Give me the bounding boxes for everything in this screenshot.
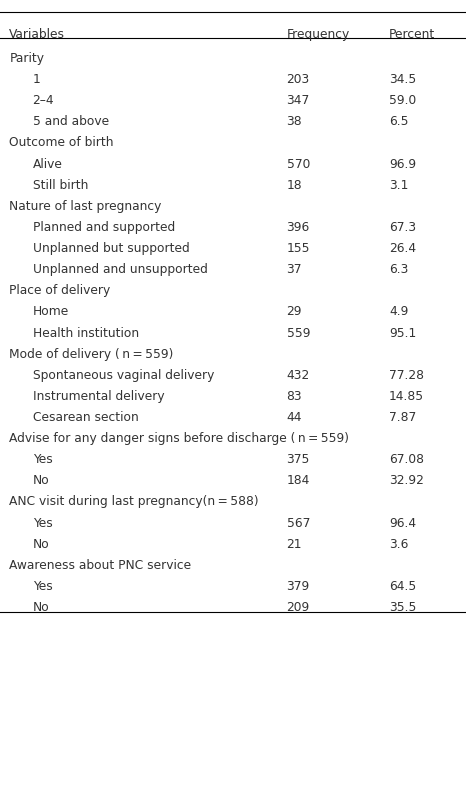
Text: 379: 379 xyxy=(287,580,310,593)
Text: 5 and above: 5 and above xyxy=(33,115,109,128)
Text: Advise for any danger signs before discharge ( n = 559): Advise for any danger signs before disch… xyxy=(9,432,350,445)
Text: 6.3: 6.3 xyxy=(389,263,409,276)
Text: 559: 559 xyxy=(287,326,310,340)
Text: Yes: Yes xyxy=(33,453,52,466)
Text: 18: 18 xyxy=(287,179,302,191)
Text: Planned and supported: Planned and supported xyxy=(33,221,175,234)
Text: Instrumental delivery: Instrumental delivery xyxy=(33,390,164,403)
Text: 209: 209 xyxy=(287,601,310,614)
Text: Outcome of birth: Outcome of birth xyxy=(9,136,114,150)
Text: No: No xyxy=(33,601,49,614)
Text: 3.6: 3.6 xyxy=(389,537,409,551)
Text: No: No xyxy=(33,474,49,487)
Text: 6.5: 6.5 xyxy=(389,115,409,128)
Text: Awareness about PNC service: Awareness about PNC service xyxy=(9,559,192,572)
Text: 44: 44 xyxy=(287,411,302,424)
Text: 67.08: 67.08 xyxy=(389,453,424,466)
Text: Mode of delivery ( n = 559): Mode of delivery ( n = 559) xyxy=(9,348,174,361)
Text: No: No xyxy=(33,537,49,551)
Text: 432: 432 xyxy=(287,369,310,381)
Text: 38: 38 xyxy=(287,115,302,128)
Text: Health institution: Health institution xyxy=(33,326,139,340)
Text: 3.1: 3.1 xyxy=(389,179,409,191)
Text: Alive: Alive xyxy=(33,158,62,170)
Text: 32.92: 32.92 xyxy=(389,474,424,487)
Text: 67.3: 67.3 xyxy=(389,221,416,234)
Text: Variables: Variables xyxy=(9,28,65,40)
Text: Frequency: Frequency xyxy=(287,28,350,40)
Text: 34.5: 34.5 xyxy=(389,73,416,86)
Text: Percent: Percent xyxy=(389,28,435,40)
Text: 64.5: 64.5 xyxy=(389,580,416,593)
Text: 14.85: 14.85 xyxy=(389,390,424,403)
Text: Unplanned and unsupported: Unplanned and unsupported xyxy=(33,263,207,276)
Text: 37: 37 xyxy=(287,263,302,276)
Text: 96.9: 96.9 xyxy=(389,158,416,170)
Text: Still birth: Still birth xyxy=(33,179,88,191)
Text: 7.87: 7.87 xyxy=(389,411,416,424)
Text: 21: 21 xyxy=(287,537,302,551)
Text: Nature of last pregnancy: Nature of last pregnancy xyxy=(9,200,162,213)
Text: 567: 567 xyxy=(287,517,310,530)
Text: Cesarean section: Cesarean section xyxy=(33,411,138,424)
Text: 347: 347 xyxy=(287,95,310,107)
Text: Unplanned but supported: Unplanned but supported xyxy=(33,242,189,255)
Text: Yes: Yes xyxy=(33,517,52,530)
Text: ANC visit during last pregnancy(n = 588): ANC visit during last pregnancy(n = 588) xyxy=(9,496,259,508)
Text: Yes: Yes xyxy=(33,580,52,593)
Text: Parity: Parity xyxy=(9,52,44,65)
Text: 570: 570 xyxy=(287,158,310,170)
Text: 396: 396 xyxy=(287,221,310,234)
Text: 29: 29 xyxy=(287,306,302,318)
Text: Place of delivery: Place of delivery xyxy=(9,284,110,297)
Text: Spontaneous vaginal delivery: Spontaneous vaginal delivery xyxy=(33,369,214,381)
Text: 155: 155 xyxy=(287,242,310,255)
Text: 4.9: 4.9 xyxy=(389,306,409,318)
Text: 83: 83 xyxy=(287,390,302,403)
Text: 77.28: 77.28 xyxy=(389,369,424,381)
Text: 203: 203 xyxy=(287,73,310,86)
Text: 95.1: 95.1 xyxy=(389,326,416,340)
Text: 59.0: 59.0 xyxy=(389,95,416,107)
Text: 1: 1 xyxy=(33,73,41,86)
Text: 26.4: 26.4 xyxy=(389,242,416,255)
Text: 2–4: 2–4 xyxy=(33,95,54,107)
Text: 35.5: 35.5 xyxy=(389,601,417,614)
Text: 184: 184 xyxy=(287,474,310,487)
Text: Home: Home xyxy=(33,306,69,318)
Text: 96.4: 96.4 xyxy=(389,517,416,530)
Text: 375: 375 xyxy=(287,453,310,466)
